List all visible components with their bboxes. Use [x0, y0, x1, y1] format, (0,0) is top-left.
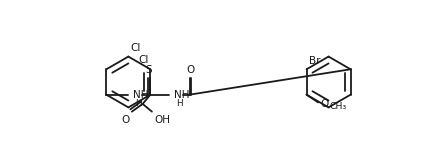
Text: Cl: Cl — [139, 55, 149, 65]
Text: NH: NH — [133, 90, 149, 100]
Text: O: O — [121, 116, 129, 125]
Text: Cl: Cl — [130, 43, 140, 53]
Text: CH₃: CH₃ — [330, 102, 347, 111]
Text: Br: Br — [309, 56, 320, 66]
Text: S: S — [145, 65, 152, 75]
Text: H: H — [176, 99, 182, 108]
Text: OH: OH — [154, 115, 170, 125]
Text: O: O — [320, 99, 329, 109]
Text: O: O — [186, 65, 194, 75]
Text: H: H — [135, 99, 142, 108]
Text: NH: NH — [174, 90, 190, 100]
